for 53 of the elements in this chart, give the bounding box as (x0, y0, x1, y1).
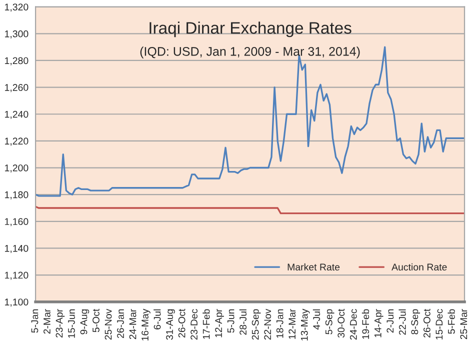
line-series (36, 46, 465, 197)
x-tick-label: 22-Nov (264, 308, 272, 340)
x-tick-label: 14-Apr (374, 308, 384, 338)
x-tick-label: 16-May (142, 308, 150, 340)
x-tick-label: 22-Jul (398, 309, 406, 335)
x-tick-label: 23-Apr (56, 308, 65, 338)
x-tick-label: 19-Feb (362, 309, 370, 339)
x-tick-label: 9-Aug (80, 309, 90, 334)
y-tick-label: 1,140 (5, 244, 28, 253)
y-tick-label: 1,160 (5, 218, 28, 226)
x-tick-label: 28-Jul (239, 309, 247, 335)
y-tick-label: 1,180 (5, 191, 28, 200)
x-tick-label: 24-Mar (129, 308, 136, 340)
y-tick-label: 1,300 (5, 30, 28, 38)
y-tick-label: 1,220 (5, 138, 28, 146)
x-tick-label: 30-Oct (338, 308, 345, 338)
x-tick-label: 2-Jun (386, 309, 394, 333)
x-tick-label: 25-Mar (460, 308, 468, 340)
x-tick-label: 15-Jun (68, 309, 75, 338)
x-tick-label: 17-Feb (202, 309, 210, 339)
legend-label: Market Rate (288, 263, 340, 271)
x-tick-label: 2-Mar (44, 308, 50, 334)
y-tick-label: 1,240 (5, 110, 28, 119)
legend-label: Auction Rate (392, 263, 447, 271)
x-tick-label: 8-Sep (411, 309, 420, 334)
x-tick-label: 31-Aug (166, 309, 175, 340)
y-tick-label: 1,260 (5, 84, 28, 92)
x-tick-label: 6-Jul (154, 309, 161, 330)
x-tick-label: 25-Nov (104, 308, 112, 340)
x-tick-label: 23-Dec (190, 309, 198, 340)
x-tick-label: 5-Feb (448, 309, 455, 334)
x-tick-label: 4-Jul (312, 309, 320, 330)
x-tick-label: 26-Oct (178, 308, 186, 338)
x-tick-label: 25-Sep (252, 309, 261, 340)
x-tick-label: 13-May (300, 308, 310, 340)
x-tick-label: 5-Sep (325, 309, 334, 334)
x-tick-label: 12-Mar (288, 308, 296, 339)
x-tick-label: 15-Dec (436, 309, 443, 340)
x-tick-label: 5-Jun (227, 309, 234, 333)
text: (IQD: USD, Jan 1, 2009 - Mar 31, 2014) (140, 46, 360, 58)
y-tick-label: 1,200 (5, 164, 28, 173)
y-tick-label: 1,280 (5, 57, 28, 66)
y-tick-label: 1,100 (5, 298, 28, 307)
x-tick-label: 5-Jan (31, 309, 38, 333)
x-tick-label: 12-Apr (215, 308, 224, 338)
y-tick-label: 1,120 (5, 272, 28, 280)
text: Iraqi Dinar Exchange Rates (150, 22, 352, 38)
y-tick-label: 1,320 (5, 4, 28, 12)
x-tick-label: 26-Oct (423, 308, 430, 338)
x-tick-label: 24-Dec (350, 309, 357, 340)
x-tick-label: 26-Jan (117, 309, 124, 338)
x-tick-label: 5-Oct (92, 308, 100, 332)
x-tick-label: 18-Jan (276, 309, 284, 338)
